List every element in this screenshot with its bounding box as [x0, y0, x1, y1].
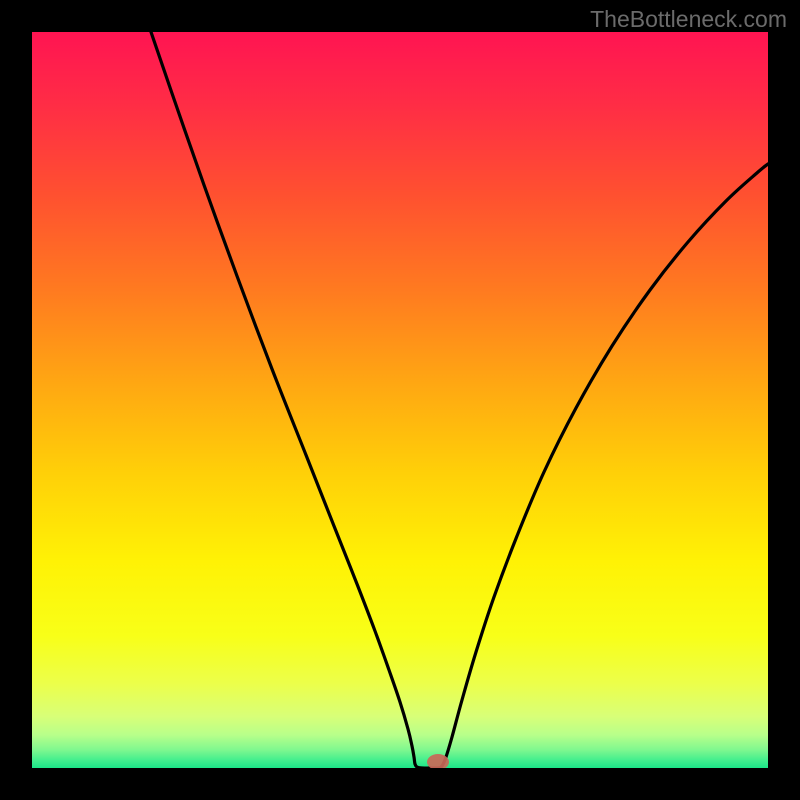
bottleneck-curve — [32, 32, 768, 768]
watermark-text: TheBottleneck.com — [590, 6, 787, 33]
chart-container: TheBottleneck.com — [0, 0, 800, 800]
plot-area — [32, 32, 768, 768]
